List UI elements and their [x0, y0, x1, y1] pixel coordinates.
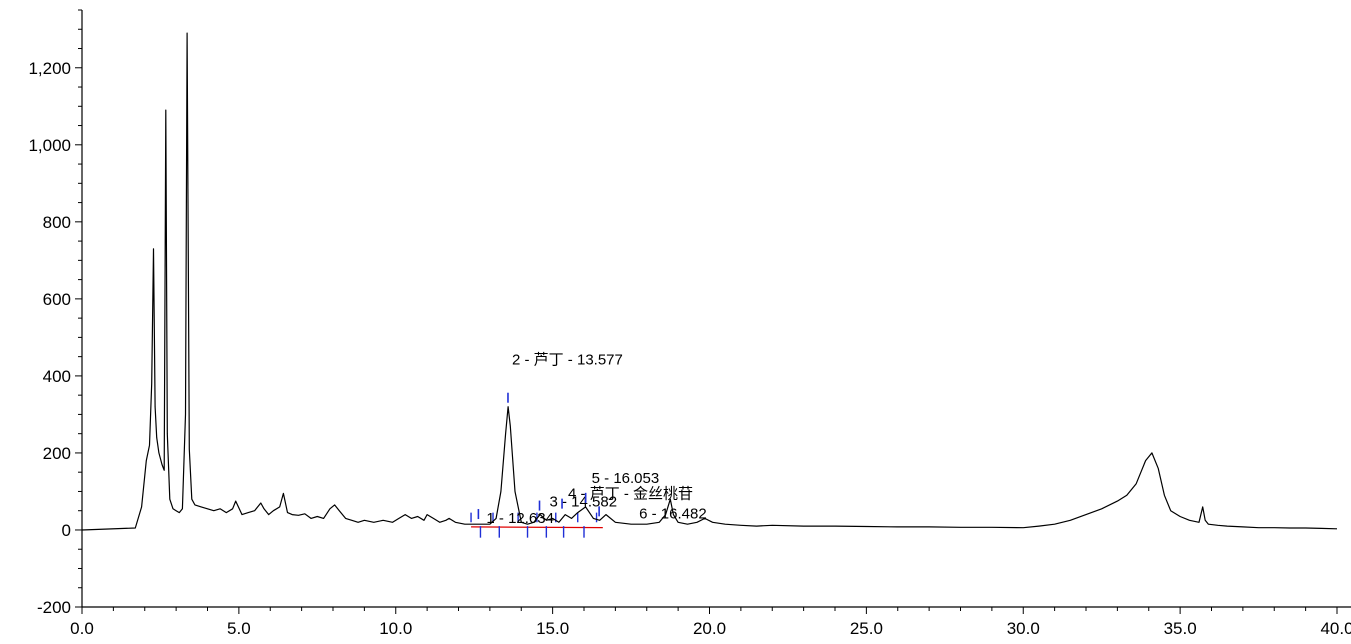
x-tick-label: 40.0	[1320, 619, 1351, 638]
y-tick-label: 0	[62, 521, 71, 540]
x-tick-label: 0.0	[70, 619, 94, 638]
x-axis: 0.0 5.0 10.0 15.0 20.0 25.0 30.0 35.0 40.0	[70, 606, 1351, 638]
x-tick-label: 25.0	[850, 619, 883, 638]
x-tick-label: 5.0	[227, 619, 251, 638]
peak-label: 2 - 芦丁 - 13.577	[512, 352, 623, 369]
x-tick-label: 35.0	[1164, 619, 1197, 638]
y-tick-label: 800	[43, 213, 71, 232]
x-tick-label: 10.0	[379, 619, 412, 638]
x-tick-label: 15.0	[536, 619, 569, 638]
x-tick-label: 30.0	[1007, 619, 1040, 638]
y-tick-label: 1,200	[28, 59, 71, 78]
integration-baseline	[471, 526, 603, 529]
x-tick-label: 20.0	[693, 619, 726, 638]
y-tick-label: 600	[43, 290, 71, 309]
plot-area	[81, 32, 1338, 538]
y-tick-label: 400	[43, 367, 71, 386]
peak-label: 4 - 芦丁 - 金丝桃苷	[568, 486, 693, 503]
y-tick-label: 200	[43, 444, 71, 463]
y-tick-label: -200	[37, 598, 71, 617]
y-axis: -200 0 200 400 600 800 1,000 1,200	[28, 9, 83, 617]
peak-label: 5 - 16.053	[592, 470, 660, 487]
peak-label: 3 - 14.582	[550, 494, 618, 511]
peak-label: 6 - 16.482	[639, 505, 707, 522]
peak-label: 1 - 12.634	[486, 510, 554, 527]
y-tick-label: 1,000	[28, 136, 71, 155]
chromatogram-trace	[81, 32, 1338, 531]
